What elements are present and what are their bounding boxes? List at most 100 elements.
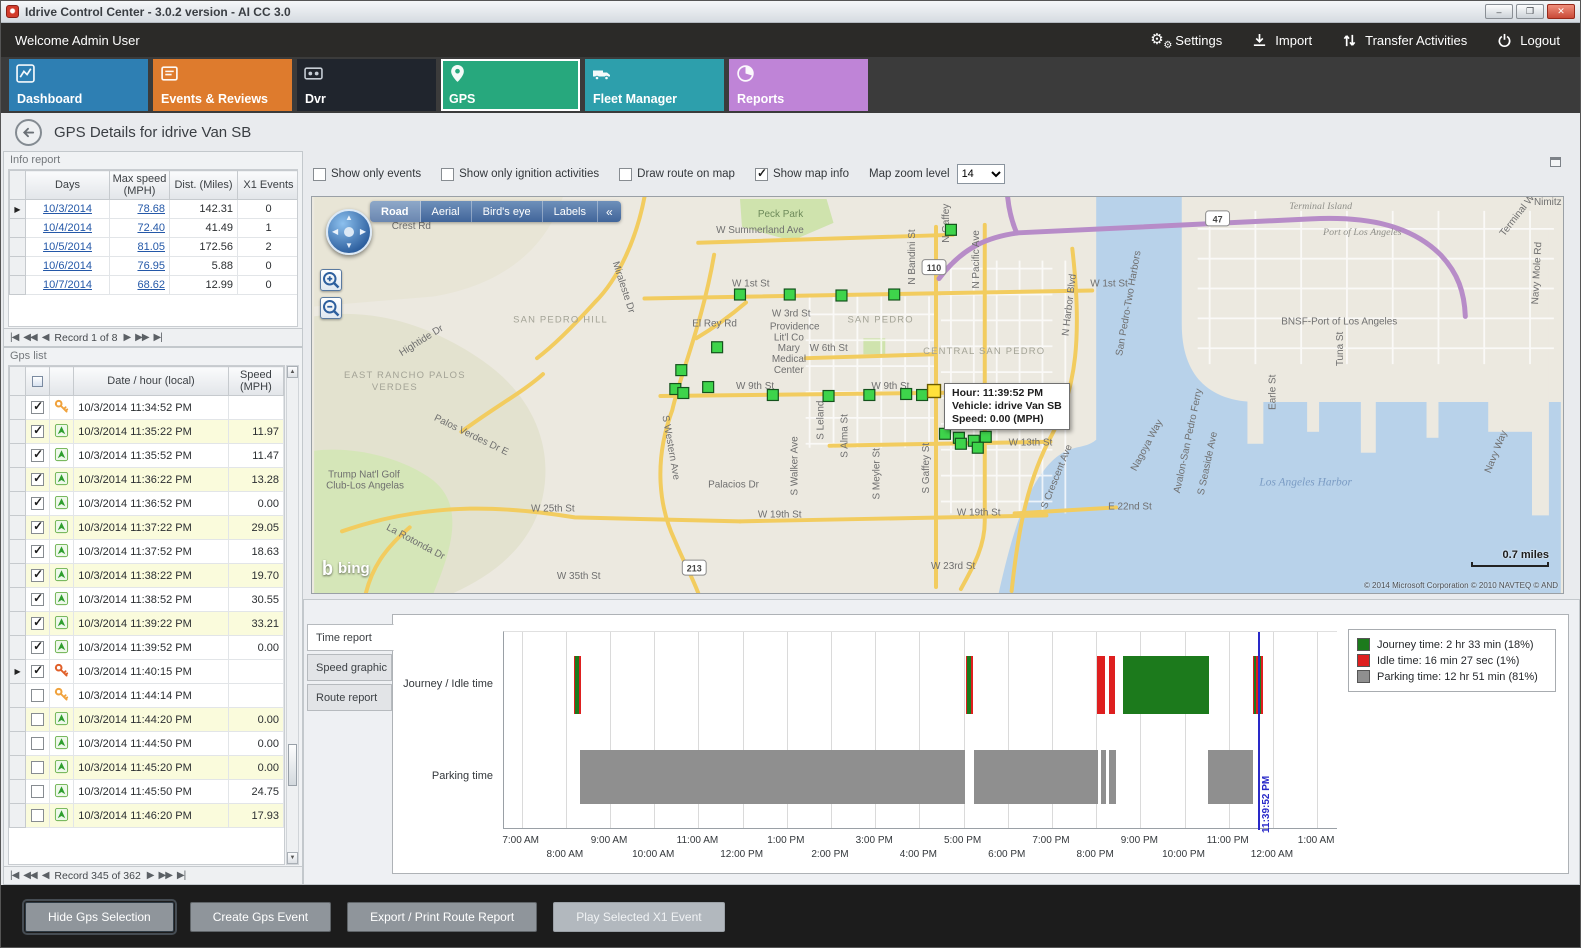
gps-list-row[interactable]: 10/3/2014 11:34:52 PM	[9, 395, 284, 420]
row-checkbox[interactable]	[31, 399, 45, 414]
gps-point-marker[interactable]	[944, 223, 958, 236]
scroll-thumb[interactable]	[288, 744, 297, 787]
gps-list-row[interactable]: ▶ 10/3/2014 11:40:15 PM	[9, 659, 284, 684]
scroll-down-icon[interactable]: ▼	[287, 852, 298, 864]
pan-west-icon[interactable]: ◀	[332, 227, 339, 236]
settings-button[interactable]: ⚙ ⚙ Settings	[1150, 31, 1223, 52]
row-checkbox[interactable]	[31, 495, 45, 510]
nav-tab-events-reviews[interactable]: Events & Reviews	[153, 59, 292, 111]
column-header-date-hour-local[interactable]: Date / hour (local)	[73, 366, 229, 396]
row-checkbox[interactable]	[31, 519, 45, 534]
day-link[interactable]: 10/3/2014	[43, 203, 92, 215]
row-checkbox[interactable]	[31, 639, 45, 654]
pager-last-button[interactable]: ▶|	[176, 870, 186, 881]
checkbox-icon[interactable]	[441, 167, 455, 181]
row-checkbox[interactable]	[31, 761, 45, 774]
gps-list-scrollbar[interactable]: ▲ ▼	[286, 365, 299, 865]
gps-point-marker[interactable]	[954, 437, 967, 450]
map-style-aerial[interactable]: Aerial	[421, 201, 472, 222]
max-speed-link[interactable]: 68.62	[137, 279, 165, 291]
map-option-show-only-ignition-activities[interactable]: Show only ignition activities	[441, 167, 599, 181]
map-style-bird-s-eye[interactable]: Bird's eye	[472, 201, 543, 222]
day-link[interactable]: 10/7/2014	[43, 279, 92, 291]
checkbox-icon[interactable]	[754, 166, 768, 181]
row-checkbox[interactable]	[31, 785, 45, 798]
gps-point-marker[interactable]	[733, 288, 747, 301]
gps-point-marker[interactable]	[916, 388, 929, 402]
nav-tab-dashboard[interactable]: Dashboard	[9, 59, 148, 111]
gps-list-row[interactable]: 10/3/2014 11:45:20 PM 0.00	[9, 755, 284, 780]
gps-point-marker[interactable]	[835, 289, 848, 302]
export-print-route-report-button[interactable]: Export / Print Route Report	[347, 902, 538, 932]
column-header-speed-mph[interactable]: Speed (MPH)	[227, 366, 284, 396]
info-report-row[interactable]: 10/7/2014 68.62 12.99 0	[9, 275, 297, 295]
map[interactable]: 110 47 213 Peck Park Crest Rd W Summerland A…	[311, 196, 1564, 594]
row-checkbox[interactable]	[31, 447, 45, 462]
day-link[interactable]: 10/6/2014	[43, 260, 92, 272]
gps-list-row[interactable]: 10/3/2014 11:39:52 PM0.00	[9, 635, 284, 660]
gps-point-marker[interactable]	[863, 388, 876, 402]
close-button[interactable]: ✕	[1547, 4, 1575, 19]
play-selected-x1-event-button[interactable]: Play Selected X1 Event	[553, 902, 725, 932]
gps-point-marker[interactable]	[783, 288, 796, 301]
column-header-x1-events[interactable]: X1 Events	[237, 170, 297, 200]
select-all-icon[interactable]	[32, 375, 44, 387]
gps-list-row[interactable]: 10/3/2014 11:44:50 PM 0.00	[9, 731, 284, 756]
nav-tab-gps[interactable]: GPS	[441, 59, 580, 111]
map-option-show-map-info[interactable]: Show map info	[754, 166, 849, 181]
gps-point-marker[interactable]	[822, 389, 835, 403]
pager-last-button[interactable]: ▶|	[153, 332, 163, 343]
gps-point-marker[interactable]	[702, 380, 715, 394]
maximize-button[interactable]: ❐	[1516, 4, 1544, 19]
pager-prev-button[interactable]: ◀	[41, 870, 50, 881]
row-checkbox[interactable]	[31, 689, 45, 702]
info-report-row[interactable]: 10/5/2014 81.05 172.56 2	[9, 237, 297, 257]
info-report-row[interactable]: 10/6/2014 76.95 5.88 0	[9, 256, 297, 276]
tab-speed-graphic[interactable]: Speed graphic	[307, 654, 392, 681]
pager-next-button[interactable]: ▶	[146, 870, 155, 881]
map-zoom-select[interactable]: 14	[956, 164, 1005, 184]
checkbox-icon[interactable]	[619, 167, 633, 181]
transfer-activities-button[interactable]: Transfer Activities	[1340, 32, 1467, 48]
gps-point-marker[interactable]	[979, 430, 992, 443]
info-report-row[interactable]: ▶ 10/3/2014 78.68 142.31 0	[9, 199, 297, 219]
back-button[interactable]	[15, 118, 42, 146]
gps-point-marker[interactable]	[677, 386, 690, 400]
pan-east-icon[interactable]: ▶	[359, 227, 366, 236]
pan-south-icon[interactable]: ▼	[345, 241, 353, 250]
pager-first-button[interactable]: |◀	[10, 332, 19, 343]
tab-route-report[interactable]: Route report	[307, 684, 392, 711]
zoom-in-button[interactable]	[320, 269, 342, 291]
gps-point-marker[interactable]	[766, 388, 779, 402]
row-checkbox[interactable]	[31, 809, 45, 822]
maximize-panel-icon[interactable]	[1550, 157, 1561, 167]
column-header-max-speed-mph[interactable]: Max speed (MPH)	[109, 170, 170, 200]
zoom-out-button[interactable]	[320, 297, 342, 319]
pager-prev-page-button[interactable]: ◀◀	[23, 870, 37, 881]
gps-list-row[interactable]: 10/3/2014 11:44:20 PM 0.00	[9, 707, 284, 732]
pager-prev-page-button[interactable]: ◀◀	[23, 332, 37, 343]
row-checkbox[interactable]	[31, 737, 45, 750]
pager-prev-button[interactable]: ◀	[41, 332, 50, 343]
day-link[interactable]: 10/5/2014	[43, 241, 92, 253]
hide-gps-selection-button[interactable]: Hide Gps Selection	[22, 899, 177, 935]
gps-list-row[interactable]: 10/3/2014 11:44:14 PM	[9, 683, 284, 708]
selected-gps-point-marker[interactable]	[926, 383, 942, 399]
gps-point-marker[interactable]	[675, 364, 688, 377]
import-button[interactable]: Import	[1250, 32, 1312, 48]
gps-point-marker[interactable]	[971, 441, 984, 454]
gps-point-marker[interactable]	[900, 387, 913, 401]
row-checkbox[interactable]	[31, 423, 45, 438]
row-checkbox[interactable]	[31, 567, 45, 582]
max-speed-link[interactable]: 72.40	[137, 222, 165, 234]
map-compass-control[interactable]: ▲ ▼ ◀ ▶	[326, 209, 372, 255]
scroll-up-icon[interactable]: ▲	[287, 366, 298, 378]
column-header-days[interactable]: Days	[25, 170, 110, 200]
